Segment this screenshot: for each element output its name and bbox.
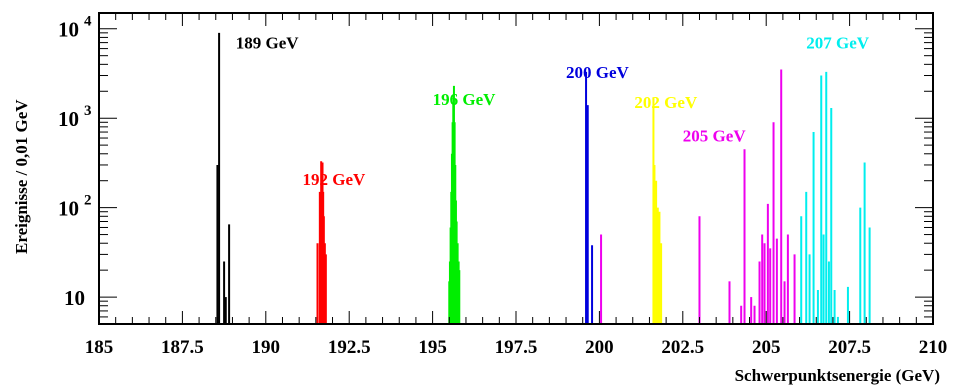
- x-axis-title: Schwerpunktsenergie (GeV): [735, 366, 940, 385]
- x-tick-label-5: 197.5: [495, 337, 538, 358]
- y-tick-label-3: 10: [58, 18, 79, 42]
- y-tick-exponent-1: 2: [84, 193, 92, 209]
- x-tick-label-2: 190: [252, 337, 281, 358]
- y-tick-label-0: 10: [64, 286, 85, 310]
- series-label-3: 200 GeV: [566, 63, 630, 82]
- x-tick-label-10: 210: [919, 337, 948, 358]
- y-axis-title: Ereignisse / 0,01 GeV: [12, 99, 31, 254]
- series-label-2: 196 GeV: [433, 90, 497, 109]
- series-label-4: 202 GeV: [634, 93, 698, 112]
- y-axis-ticks: 10 10 2 10 3 10 4: [58, 14, 933, 325]
- x-tick-label-6: 200: [585, 337, 614, 358]
- y-tick-label-1: 10: [58, 197, 79, 221]
- x-tick-label-8: 205: [752, 337, 781, 358]
- histogram-bars: [216, 32, 871, 324]
- x-tick-label-0: 185: [85, 337, 114, 358]
- x-tick-label-9: 207.5: [828, 337, 871, 358]
- series-label-6: 207 GeV: [806, 34, 870, 53]
- x-tick-label-7: 202.5: [661, 337, 704, 358]
- series-label-1: 192 GeV: [302, 170, 366, 189]
- series-label-5: 205 GeV: [683, 126, 747, 145]
- y-tick-exponent-3: 4: [84, 14, 92, 30]
- y-tick-label-2: 10: [58, 107, 79, 131]
- series-label-0: 189 GeV: [236, 34, 300, 53]
- y-tick-exponent-2: 3: [84, 103, 92, 119]
- x-tick-label-1: 187.5: [161, 337, 204, 358]
- x-tick-label-4: 195: [418, 337, 447, 358]
- x-axis-ticks: 185 187.5 190 192.5 195 197.5 200 202.5 205 207.5…: [85, 13, 948, 358]
- x-tick-label-3: 192.5: [328, 337, 371, 358]
